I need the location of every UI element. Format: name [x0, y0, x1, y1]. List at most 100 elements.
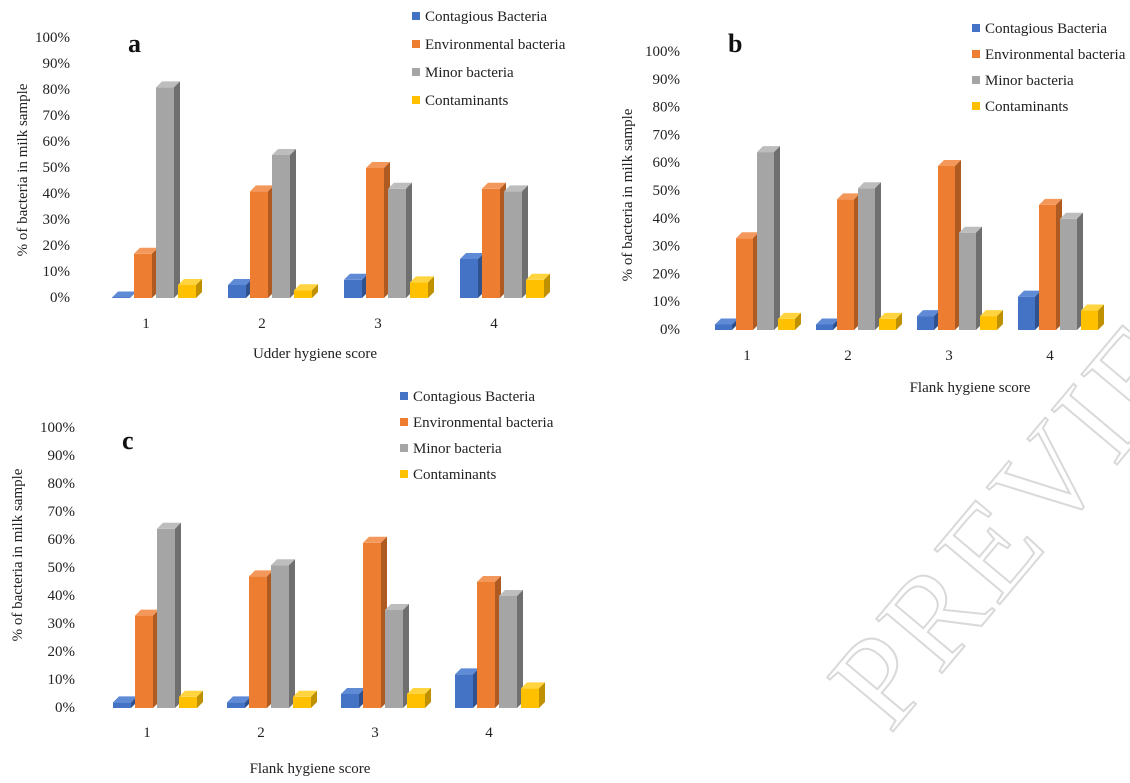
chart-b-svg: b 0% 10% 20% 30% 40% 50% 60% 70% 80% 90% 100% % of b… [620, 21, 1126, 396]
chart-a-svg: a 0% 10% 20% 30% 40% 50% 60% 70% 80% 90% 100% % of b… [15, 9, 566, 362]
bar-front [858, 188, 875, 330]
bar-environmental-bacteria-cat-3 [366, 162, 390, 298]
bar-minor-bacteria-cat-2 [272, 149, 296, 298]
y-tick-label: 30% [43, 212, 71, 228]
y-tick-label: 70% [43, 108, 71, 124]
legend-swatch [412, 96, 420, 104]
y-tick-label: 100% [645, 44, 680, 60]
bar-top [521, 682, 545, 689]
legend-swatch [400, 392, 408, 400]
bar-front [135, 615, 153, 708]
y-tick-label: 70% [653, 127, 681, 143]
bar-front [1081, 310, 1098, 330]
y-tick-label: 80% [48, 476, 76, 492]
panel-label: b [728, 29, 742, 58]
bar-top [1081, 304, 1104, 311]
y-tick-label: 40% [48, 588, 76, 604]
x-tick-label: 2 [258, 316, 266, 332]
bar-front [455, 674, 473, 708]
bar-contaminants-cat-4 [521, 682, 545, 708]
bar-minor-bacteria-cat-2 [858, 182, 881, 330]
bar-front [293, 696, 311, 708]
bar-top [407, 688, 431, 694]
bar-top [249, 570, 273, 577]
bar-contagious-bacteria-cat-3 [344, 273, 368, 298]
bar-contaminants-cat-4 [526, 273, 550, 298]
bar-front [778, 318, 795, 330]
bar-front [178, 285, 196, 298]
y-tick-label: 60% [43, 134, 71, 150]
bar-top [228, 279, 252, 285]
bar-side [403, 604, 409, 708]
legend-swatch [400, 444, 408, 452]
bar-top [757, 146, 780, 153]
bar-front [736, 238, 753, 330]
bar-front [366, 168, 384, 298]
bar-environmental-bacteria-cat-2 [250, 185, 274, 298]
legend-label: Contaminants [425, 93, 508, 109]
bar-top [858, 182, 881, 189]
bar-side [875, 182, 881, 330]
bar-front [504, 191, 522, 298]
bar-environmental-bacteria-cat-2 [837, 193, 860, 330]
bar-side [795, 312, 801, 330]
y-tick-label: 10% [48, 672, 76, 688]
bar-top [959, 226, 982, 233]
bar-contagious-bacteria-cat-3 [341, 688, 365, 708]
bar-front [938, 165, 955, 330]
bar-front [388, 188, 406, 298]
bar-top [526, 273, 550, 280]
y-tick-label: 100% [40, 420, 75, 436]
bar-minor-bacteria-cat-1 [156, 81, 180, 299]
legend-label: Minor bacteria [413, 441, 502, 457]
y-tick-label: 90% [653, 72, 681, 88]
x-tick-label: 4 [485, 725, 493, 741]
x-tick-label: 2 [257, 725, 265, 741]
bar-side [406, 182, 412, 298]
x-tick-label: 3 [374, 316, 382, 332]
bar-top [1039, 198, 1062, 205]
y-tick-label: 60% [48, 532, 76, 548]
bar-side [997, 310, 1003, 330]
bar-top [294, 284, 318, 291]
bar-top [156, 81, 180, 88]
bar-top [477, 576, 501, 582]
bar-side [539, 682, 545, 708]
y-axis-label: % of bacteria in milk sample [620, 108, 636, 281]
bar-contagious-bacteria-cat-2 [227, 696, 251, 708]
y-tick-label: 90% [48, 448, 76, 464]
bar-top [388, 182, 412, 189]
y-tick-label: 100% [35, 30, 70, 46]
bar-side [425, 688, 431, 708]
x-tick-label: 4 [490, 316, 498, 332]
legend-swatch [400, 470, 408, 478]
bar-contagious-bacteria-cat-4 [455, 668, 479, 708]
y-tick-label: 40% [43, 186, 71, 202]
bar-top [917, 310, 940, 317]
bar-front [249, 576, 267, 708]
bar-side [522, 185, 528, 298]
bar-contagious-bacteria-cat-4 [460, 253, 484, 298]
bar-contaminants-cat-3 [980, 310, 1003, 330]
bar-side [175, 522, 181, 708]
bar-contagious-bacteria-cat-1 [113, 696, 137, 708]
bar-side [896, 312, 902, 330]
x-tick-label: 2 [844, 348, 852, 364]
bar-front [959, 232, 976, 330]
bar-top [135, 609, 159, 616]
chart-c-svg: c 0% 10% 20% 30% 40% 50% 60% 70% 80% 90% 100% % of b… [10, 389, 554, 777]
bar-top [460, 253, 484, 259]
bar-minor-bacteria-cat-4 [499, 590, 523, 708]
bar-contagious-bacteria-cat-2 [228, 279, 252, 298]
bar-front [837, 199, 854, 330]
y-tick-label: 50% [43, 160, 71, 176]
chart-panel-a: a 0% 10% 20% 30% 40% 50% 60% 70% 80% 90% 100% % of b… [0, 0, 600, 380]
bar-side [1077, 212, 1083, 330]
y-tick-label: 50% [653, 183, 681, 199]
bar-top [344, 273, 368, 280]
bar-front [272, 155, 290, 298]
bar-front [1018, 296, 1035, 330]
bar-front [250, 191, 268, 298]
bar-front [271, 565, 289, 708]
legend-swatch [412, 12, 420, 20]
